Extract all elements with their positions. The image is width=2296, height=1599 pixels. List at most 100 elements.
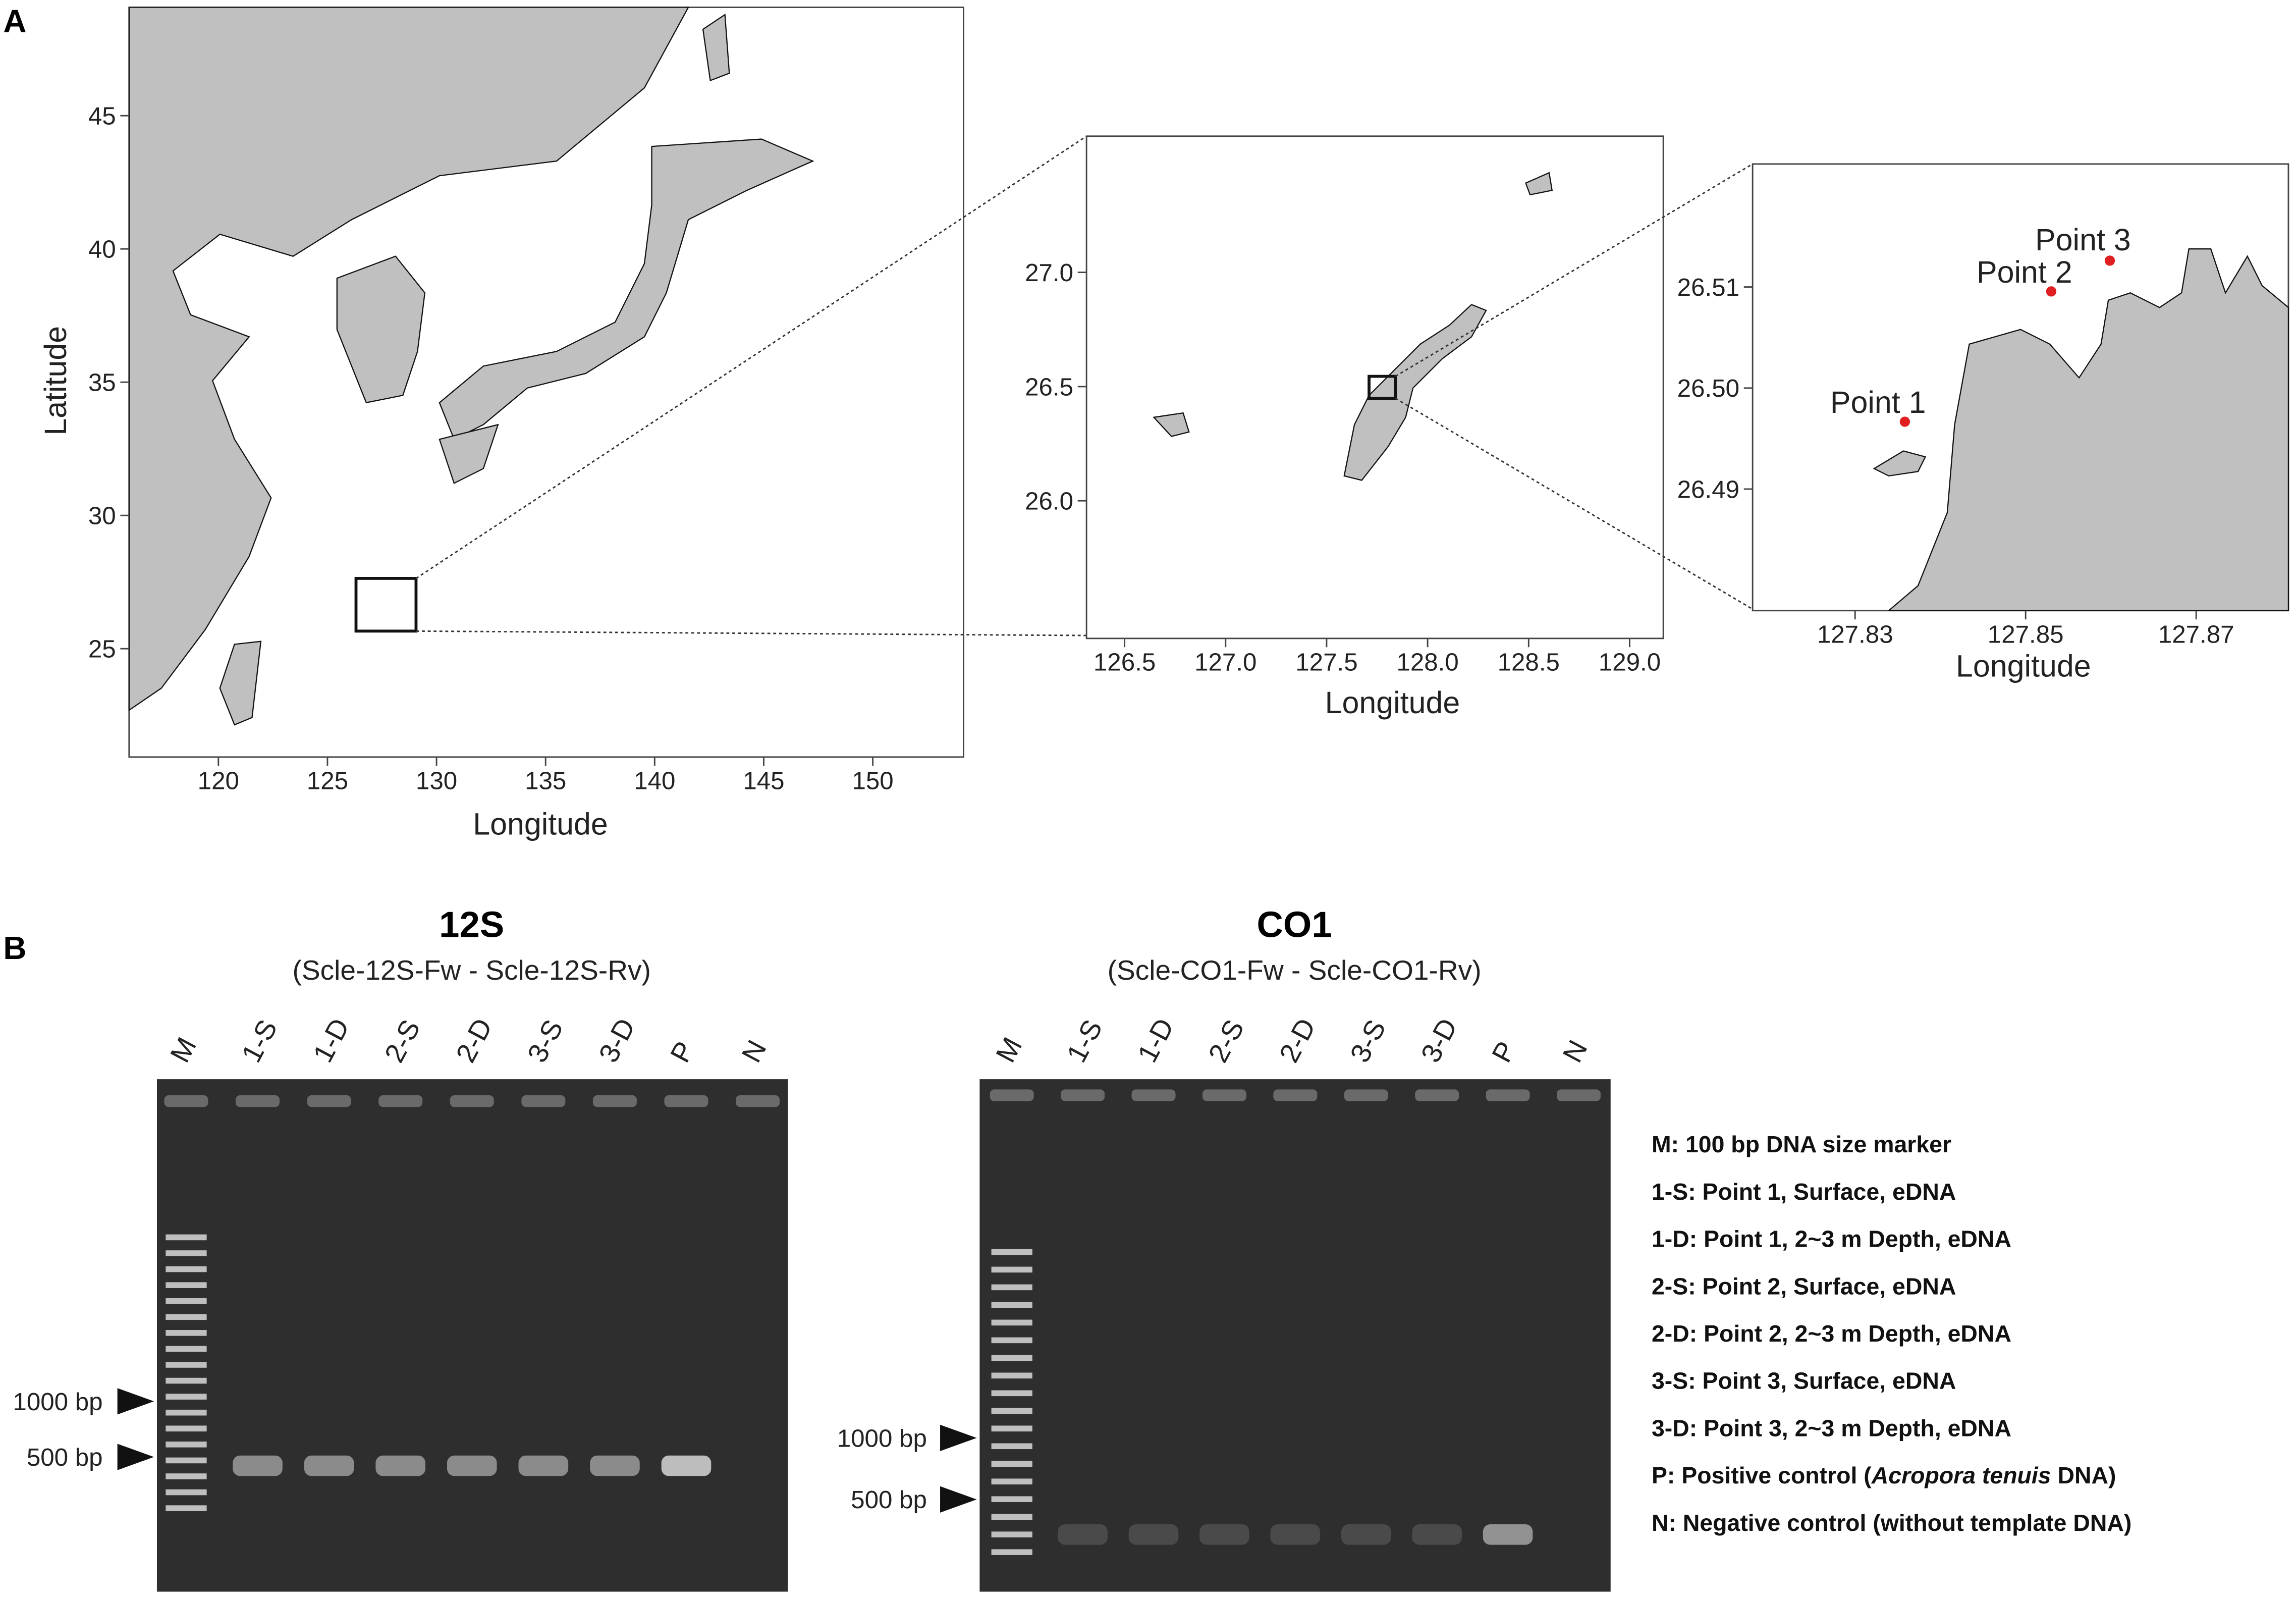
ladder-band	[991, 1408, 1032, 1414]
point-label: Point 3	[2035, 223, 2131, 257]
x-tick-label: 127.83	[1817, 621, 1893, 649]
ladder-band	[991, 1478, 1032, 1485]
y-tick-label: 26.0	[1025, 488, 1073, 515]
ladder-band	[991, 1549, 1032, 1555]
gel-well	[1273, 1089, 1318, 1101]
sampling-point	[2046, 286, 2057, 297]
lane-label: 2-D	[450, 1013, 498, 1068]
gel-band	[447, 1455, 497, 1476]
ladder-band	[991, 1496, 1032, 1503]
legend-entry: 2-S: Point 2, Surface, eDNA	[1652, 1273, 1956, 1299]
lane-label: 3-D	[1415, 1013, 1463, 1068]
gel-well	[1202, 1089, 1246, 1101]
legend-entry: 3-S: Point 3, Surface, eDNA	[1652, 1368, 1956, 1394]
gel-subtitle: (Scle-CO1-Fw - Scle-CO1-Rv)	[1108, 954, 1482, 986]
gel-band	[590, 1455, 640, 1476]
gel-band	[1412, 1524, 1462, 1545]
size-label: 500 bp	[851, 1486, 927, 1514]
size-label: 1000 bp	[13, 1388, 102, 1416]
x-tick-label: 126.5	[1094, 649, 1156, 676]
legend-species: Acropora tenuis	[1871, 1462, 2051, 1488]
ladder-band	[991, 1249, 1032, 1255]
lane-label: N	[735, 1035, 772, 1067]
gel-well	[1131, 1089, 1176, 1101]
gel-well	[736, 1095, 780, 1107]
ladder-band	[991, 1302, 1032, 1308]
x-axis-label: Longitude	[1325, 685, 1460, 720]
ladder-band	[166, 1409, 207, 1416]
x-tick-label: 130	[416, 767, 457, 795]
gel-band	[1270, 1524, 1321, 1545]
lane-label: 2-S	[378, 1015, 426, 1068]
gel-band	[1058, 1524, 1108, 1545]
x-tick-label: 120	[198, 767, 239, 795]
x-tick-label: 125	[307, 767, 348, 795]
ladder-band	[991, 1337, 1032, 1344]
gel-well	[1344, 1089, 1388, 1101]
sampling-point	[2104, 255, 2115, 266]
lane-label: N	[1556, 1035, 1593, 1067]
sampling-point	[1899, 416, 1910, 427]
point-label: Point 2	[1977, 255, 2072, 289]
gel-well	[990, 1089, 1034, 1101]
gel-well	[1556, 1089, 1601, 1101]
ladder-band	[991, 1514, 1032, 1520]
zoom-line	[415, 135, 1087, 579]
x-tick-label: 127.0	[1194, 649, 1256, 676]
legend-entry: 1-S: Point 1, Surface, eDNA	[1652, 1179, 1956, 1205]
y-tick-label: 45	[88, 102, 116, 130]
lane-label: M	[164, 1032, 202, 1068]
lane-label: 3-S	[521, 1015, 569, 1068]
map-land	[1873, 450, 1927, 477]
gel-well	[378, 1095, 423, 1107]
lane-label: 2-S	[1202, 1015, 1250, 1068]
gel-well	[164, 1095, 208, 1107]
map-land	[128, 7, 814, 726]
gel-band	[1199, 1524, 1249, 1545]
ladder-band	[166, 1425, 207, 1432]
size-arrow	[117, 1388, 154, 1415]
x-tick-label: 128.0	[1396, 649, 1458, 676]
panel-label: B	[3, 930, 26, 966]
ladder-band	[991, 1266, 1032, 1273]
lane-label: P	[664, 1036, 700, 1068]
ladder-band	[991, 1355, 1032, 1361]
gel-well	[521, 1095, 566, 1107]
map-land	[1887, 248, 2289, 611]
ladder-band	[166, 1298, 207, 1304]
y-tick-label: 35	[88, 369, 116, 397]
ladder-band	[991, 1372, 1032, 1379]
map-frame	[1085, 135, 1664, 639]
x-tick-label: 127.87	[2158, 621, 2234, 649]
ladder-band	[166, 1266, 207, 1272]
y-tick-label: 40	[88, 236, 116, 263]
ladder-band	[166, 1394, 207, 1400]
gel-well	[1415, 1089, 1459, 1101]
lane-label: P	[1486, 1036, 1522, 1068]
size-arrow	[117, 1444, 154, 1470]
ladder-band	[166, 1377, 207, 1384]
gel-well	[450, 1095, 494, 1107]
legend-entry: 1-D: Point 1, 2~3 m Depth, eDNA	[1652, 1226, 2011, 1252]
legend-text: DNA)	[2051, 1462, 2116, 1488]
ladder-band	[166, 1457, 207, 1464]
lane-label: 3-S	[1344, 1015, 1392, 1068]
ladder-band	[166, 1489, 207, 1496]
zoom-box	[1368, 375, 1397, 400]
x-tick-label: 140	[634, 767, 675, 795]
gel-well	[236, 1095, 280, 1107]
gel-image	[156, 1079, 788, 1592]
gel-band	[661, 1455, 712, 1476]
ladder-band	[166, 1234, 207, 1241]
ladder-band	[166, 1362, 207, 1368]
gel-well	[307, 1095, 351, 1107]
ladder-band	[991, 1531, 1032, 1537]
ladder-band	[166, 1250, 207, 1256]
x-tick-label: 150	[852, 767, 893, 795]
ladder-band	[991, 1425, 1032, 1432]
legend: M: 100 bp DNA size marker 1-S: Point 1, S…	[1652, 1131, 2131, 1536]
gel-well	[1061, 1089, 1105, 1101]
gel-band	[518, 1455, 569, 1476]
